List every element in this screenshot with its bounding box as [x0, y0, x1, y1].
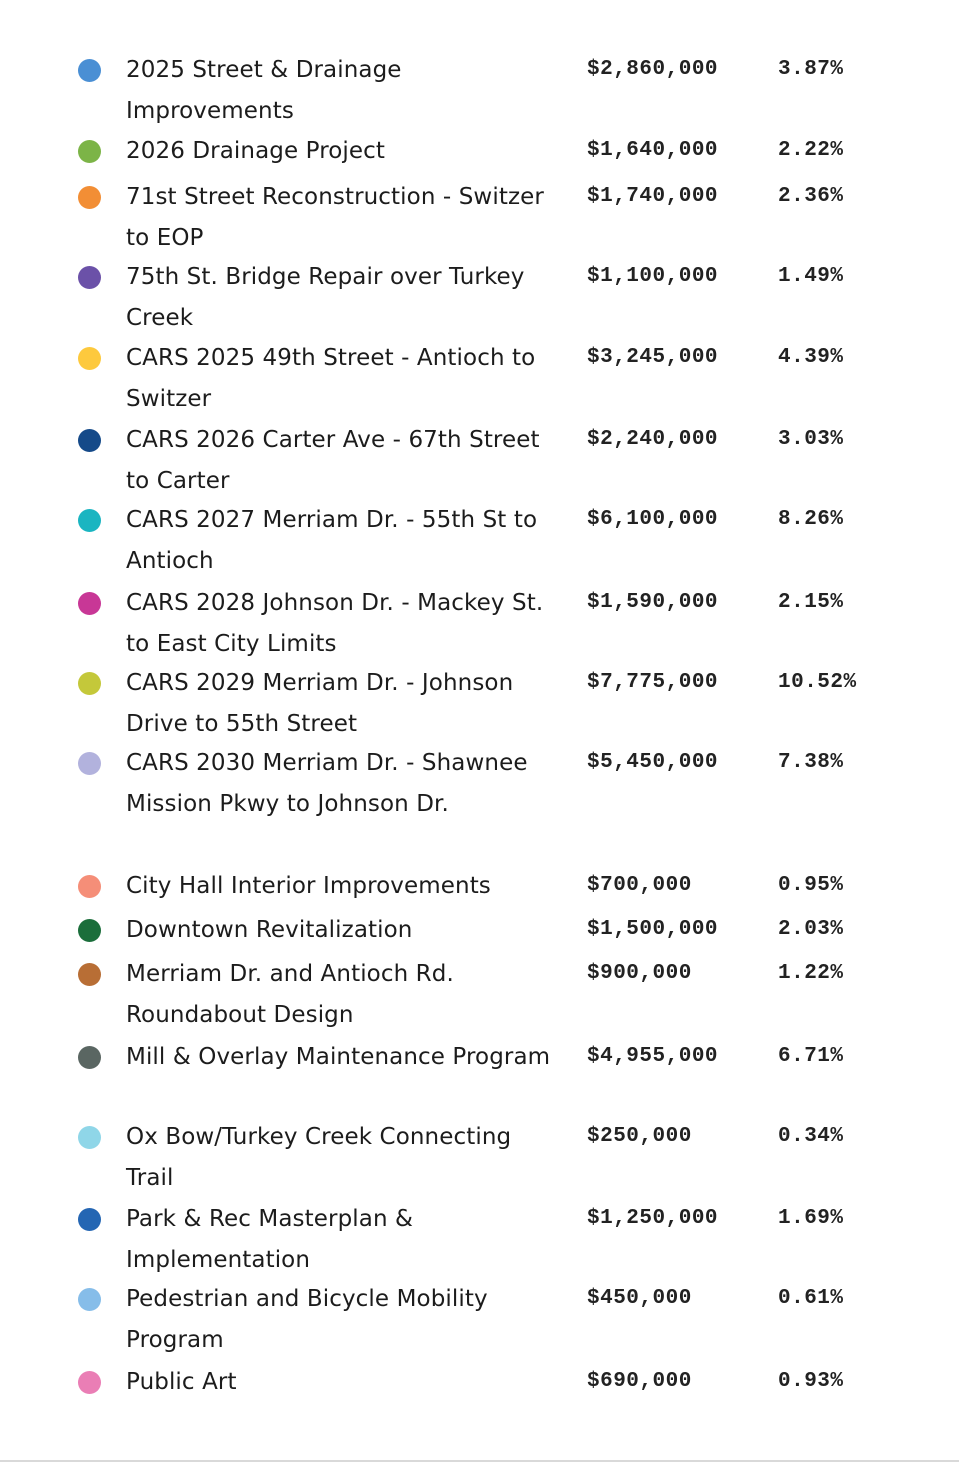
legend-item-amount: $690,000	[587, 1370, 692, 1393]
legend-color-dot	[78, 592, 101, 615]
legend-item-name: 2026 Drainage Project	[126, 138, 386, 164]
legend-item-amount: $3,245,000	[587, 346, 719, 369]
legend-color-dot	[78, 963, 101, 986]
legend-item-name: CARS 2029 Merriam Dr. - Johnson Drive to…	[126, 670, 514, 737]
legend-color-dot	[78, 919, 101, 942]
legend-color-dot	[78, 1046, 101, 1069]
legend-item-amount: $1,500,000	[587, 918, 719, 941]
legend-item-name: CARS 2030 Merriam Dr. - Shawnee Mission …	[126, 750, 528, 817]
legend-item-amount: $1,740,000	[587, 185, 719, 208]
legend-item-name: CARS 2025 49th Street - Antioch to Switz…	[126, 345, 536, 412]
legend-color-dot	[78, 1288, 101, 1311]
legend-item-amount: $700,000	[587, 874, 692, 897]
legend-item-percent: 3.03%	[778, 428, 844, 451]
legend-item-percent: 2.03%	[778, 918, 844, 941]
legend-item-name: 75th St. Bridge Repair over Turkey Creek	[126, 264, 525, 331]
legend-item-percent: 1.22%	[778, 962, 844, 985]
legend-item-amount: $5,450,000	[587, 751, 719, 774]
legend-item-name: CARS 2028 Johnson Dr. - Mackey St. to Ea…	[126, 590, 544, 657]
legend-item-name: Ox Bow/Turkey Creek Connecting Trail	[126, 1124, 512, 1191]
legend-item-name: Park & Rec Masterplan & Implementation	[126, 1206, 414, 1273]
legend-item-name: CARS 2026 Carter Ave - 67th Street to Ca…	[126, 427, 540, 494]
legend-color-dot	[78, 1371, 101, 1394]
legend-item-name: Mill & Overlay Maintenance Program	[126, 1044, 551, 1070]
legend-item-amount: $2,860,000	[587, 58, 719, 81]
legend-color-dot	[78, 672, 101, 695]
legend-color-dot	[78, 59, 101, 82]
legend-item-percent: 2.22%	[778, 139, 844, 162]
legend-item-amount: $450,000	[587, 1287, 692, 1310]
legend-item-percent: 0.93%	[778, 1370, 844, 1393]
legend-color-dot	[78, 1126, 101, 1149]
divider	[0, 1460, 959, 1462]
legend-item-amount: $6,100,000	[587, 508, 719, 531]
legend-item-percent: 1.49%	[778, 265, 844, 288]
legend-color-dot	[78, 752, 101, 775]
legend-item-amount: $1,640,000	[587, 139, 719, 162]
legend-item-name: 2025 Street & Drainage Improvements	[126, 57, 402, 124]
legend-item-percent: 0.61%	[778, 1287, 844, 1310]
legend-item-name: Merriam Dr. and Antioch Rd. Roundabout D…	[126, 961, 454, 1028]
legend-item-name: Public Art	[126, 1369, 237, 1395]
legend-item-amount: $1,100,000	[587, 265, 719, 288]
legend-item-percent: 2.15%	[778, 591, 844, 614]
legend-item-name: Pedestrian and Bicycle Mobility Program	[126, 1286, 488, 1353]
legend-item-name: CARS 2027 Merriam Dr. - 55th St to Antio…	[126, 507, 538, 574]
legend-color-dot	[78, 140, 101, 163]
legend-item-percent: 0.34%	[778, 1125, 844, 1148]
legend-item-percent: 6.71%	[778, 1045, 844, 1068]
legend-item-amount: $250,000	[587, 1125, 692, 1148]
legend-color-dot	[78, 1208, 101, 1231]
legend-color-dot	[78, 266, 101, 289]
legend-item-amount: $4,955,000	[587, 1045, 719, 1068]
legend-item-amount: $2,240,000	[587, 428, 719, 451]
legend-color-dot	[78, 347, 101, 370]
legend-item-percent: 10.52%	[778, 671, 857, 694]
legend-item-percent: 0.95%	[778, 874, 844, 897]
legend-color-dot	[78, 875, 101, 898]
legend-item-percent: 4.39%	[778, 346, 844, 369]
legend-color-dot	[78, 186, 101, 209]
legend-item-amount: $1,250,000	[587, 1207, 719, 1230]
legend-item-percent: 8.26%	[778, 508, 844, 531]
legend-item-name: 71st Street Reconstruction - Switzer to …	[126, 184, 544, 251]
legend-item-amount: $900,000	[587, 962, 692, 985]
legend-item-percent: 7.38%	[778, 751, 844, 774]
legend-item-percent: 1.69%	[778, 1207, 844, 1230]
legend-color-dot	[78, 509, 101, 532]
legend-item-percent: 3.87%	[778, 58, 844, 81]
legend-item-name: Downtown Revitalization	[126, 917, 413, 943]
legend-item-name: City Hall Interior Improvements	[126, 873, 491, 899]
legend-item-amount: $1,590,000	[587, 591, 719, 614]
legend-color-dot	[78, 429, 101, 452]
legend-item-amount: $7,775,000	[587, 671, 719, 694]
legend-item-percent: 2.36%	[778, 185, 844, 208]
